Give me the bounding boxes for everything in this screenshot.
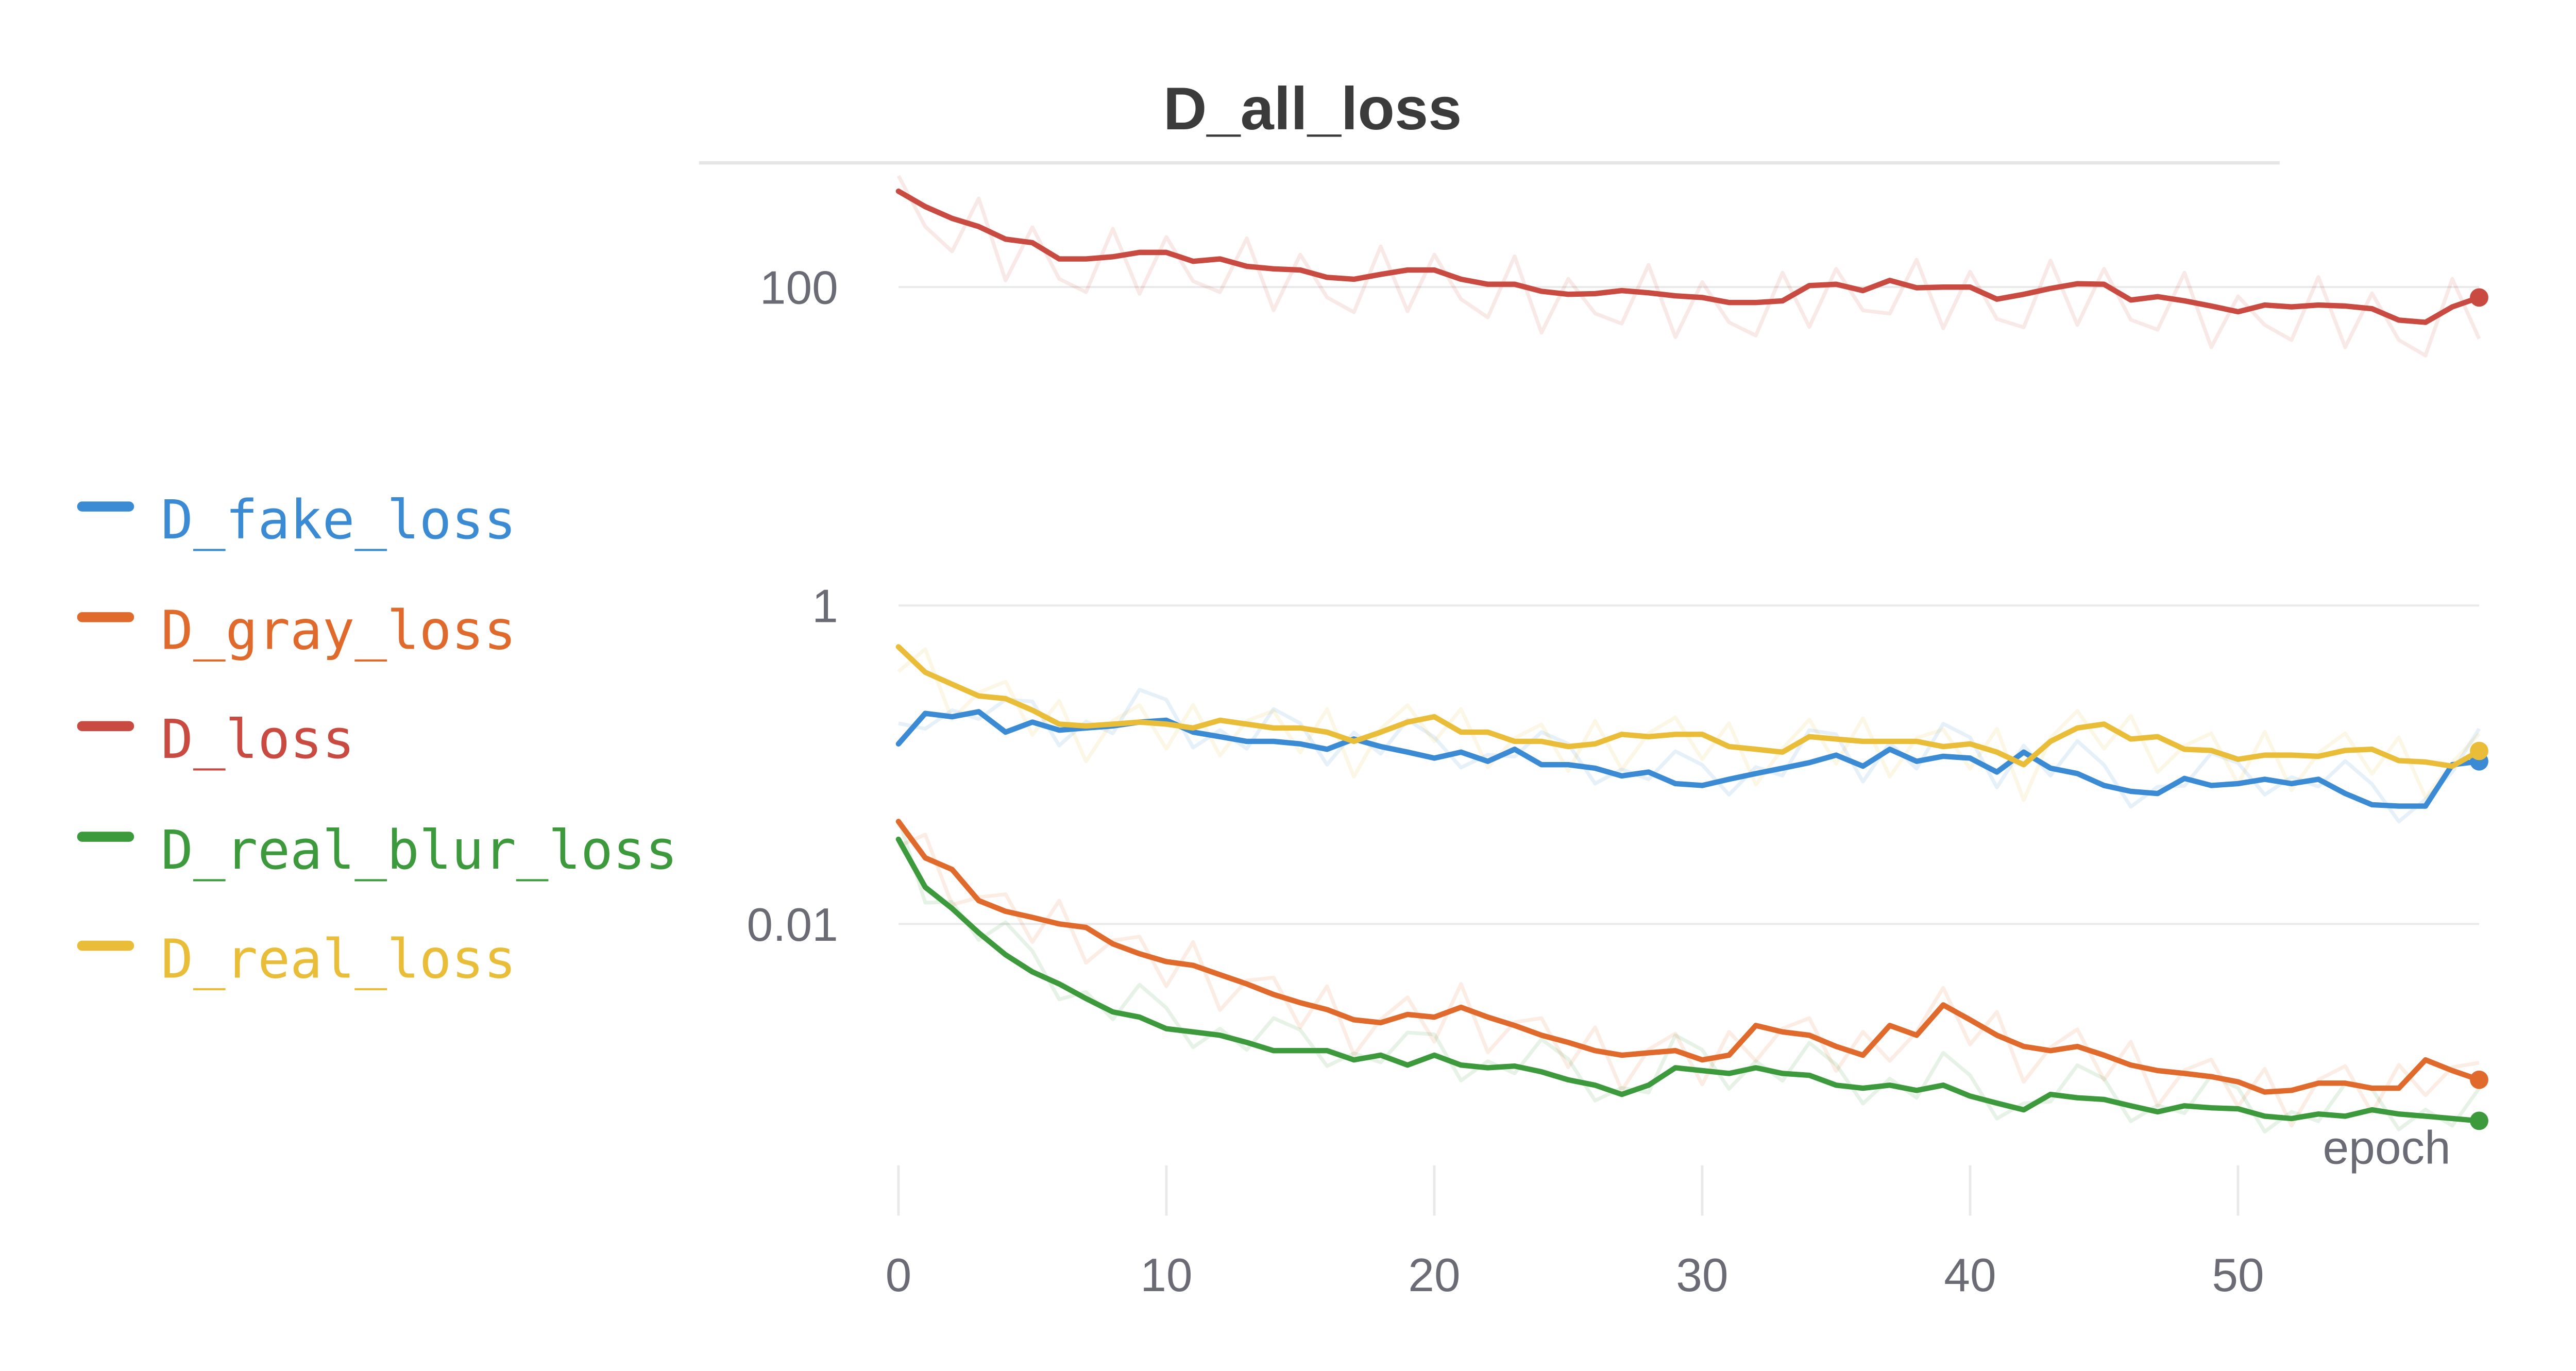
series-line-d-gray-loss [895,819,2482,1095]
raw-line-d-real-loss [897,647,2481,802]
raw-series-layer [896,175,2481,1133]
grid-layer [898,286,2479,925]
legend: D_fake_loss D_gray_loss D_loss D_real_blur_… [77,488,677,990]
x-axis-label: epoch [2323,1122,2451,1174]
y-tick-label: 1 [812,581,838,633]
legend-label-d-gray-loss: D_gray_loss [161,599,516,662]
y-tick-label: 0.01 [747,899,838,951]
x-tick-label: 0 [886,1249,912,1301]
series-endpoint-d-real-loss [2470,741,2488,760]
series-endpoint-d-real-blur-loss [2470,1111,2488,1130]
y-tick-label: 100 [760,262,838,314]
x-tick-label: 40 [1944,1249,1996,1301]
x-tick-label: 50 [2212,1249,2264,1301]
series-endpoint-d-loss [2470,288,2488,307]
legend-label-d-loss: D_loss [161,708,354,771]
y-axis: 100 1 0.01 [747,262,838,951]
legend-label-d-real-loss: D_real_loss [161,927,516,990]
x-tick-label: 20 [1408,1249,1460,1301]
series-layer [895,188,2488,1130]
series-line-d-fake-loss [895,709,2482,809]
raw-line-d-gray-loss [897,833,2480,1128]
x-tick-label: 30 [1676,1249,1728,1301]
raw-line-d-fake-loss [898,688,2481,824]
x-axis: 0 10 20 30 40 50 [886,1165,2264,1301]
legend-label-d-real-blur-loss: D_real_blur_loss [161,819,677,882]
chart-title: D_all_loss [1163,75,1462,142]
x-tick-label: 10 [1140,1249,1192,1301]
series-endpoint-d-gray-loss [2470,1070,2488,1089]
raw-line-d-loss [896,175,2481,358]
series-line-d-real-blur-loss [895,836,2482,1124]
series-line-d-loss [895,188,2482,325]
legend-label-d-fake-loss: D_fake_loss [161,488,516,551]
series-line-d-real-loss [895,644,2482,769]
